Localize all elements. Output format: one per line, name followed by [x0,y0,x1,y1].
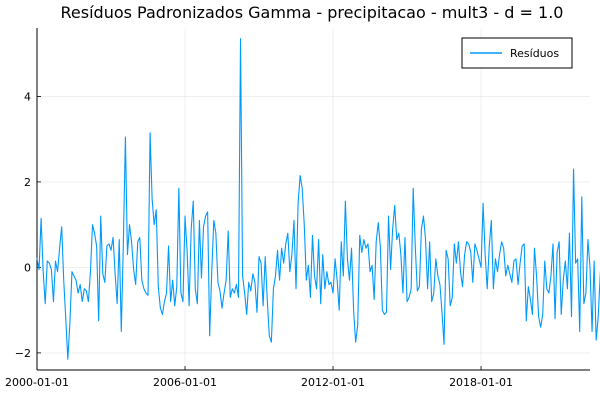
grid [36,28,590,370]
y-tick-label: 4 [24,90,31,103]
tick-labels: −2 0 2 4 2000-01-01 2006-01-01 2012-01-01 2018-… [5,90,513,389]
x-tick-label: 2000-01-01 [5,376,69,389]
y-tick-label: −2 [15,347,31,360]
x-tick-label: 2018-01-01 [449,376,513,389]
legend: Resíduos [461,37,573,69]
legend-label-residuos: Resíduos [510,47,559,60]
y-tick-label: 0 [24,261,31,274]
x-tick-label: 2006-01-01 [153,376,217,389]
series-layer [36,38,600,360]
axes [36,28,590,371]
series-line-residuos [36,38,600,360]
chart-title: Resíduos Padronizados Gamma - precipitac… [61,3,564,22]
y-tick-label: 2 [24,176,31,189]
legend-box [461,37,573,69]
x-tick-label: 2012-01-01 [301,376,365,389]
